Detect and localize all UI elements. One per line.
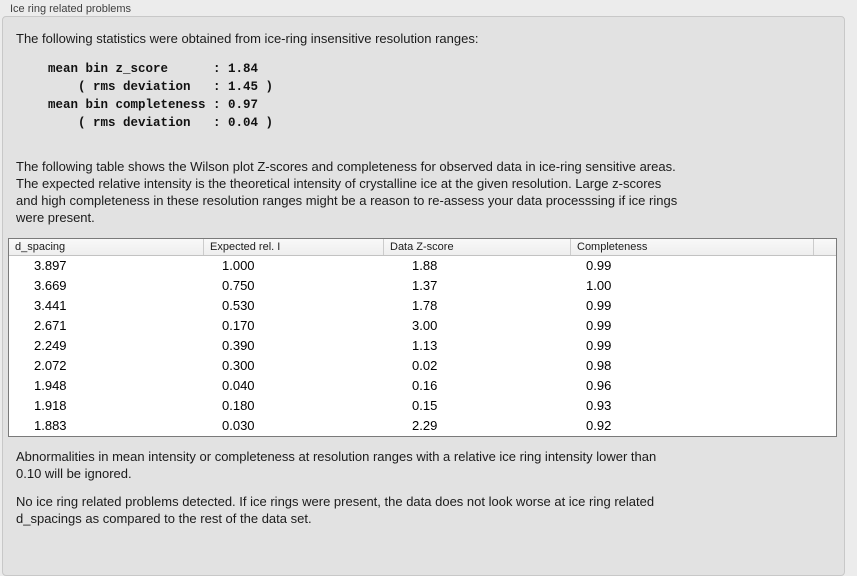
table-row[interactable]: 1.948 0.040 0.16 0.96 xyxy=(9,376,836,396)
table-cell: 0.300 xyxy=(222,358,255,373)
table-cell: 2.249 xyxy=(34,338,67,353)
column-header-expected-rel-i[interactable]: Expected rel. I xyxy=(204,239,384,255)
table-cell: 0.93 xyxy=(586,398,612,413)
table-row[interactable]: 1.883 0.030 2.29 0.92 xyxy=(9,416,836,436)
table-cell: 1.918 xyxy=(34,398,67,413)
table-cell: 0.99 xyxy=(586,318,612,333)
table-cell: 0.96 xyxy=(586,378,612,393)
table-cell: 3.897 xyxy=(34,258,67,273)
table-body: 3.897 1.000 1.88 0.99 3.669 0.750 1.37 1.00 3.44… xyxy=(9,256,836,436)
table-cell: 0.170 xyxy=(222,318,255,333)
table-cell: 1.13 xyxy=(412,338,438,353)
table-cell: 1.88 xyxy=(412,258,438,273)
statistics-block: mean bin z_score : 1.84 ( rms deviation … xyxy=(48,62,274,130)
table-cell-filler xyxy=(814,396,836,416)
table-cell: 0.16 xyxy=(412,378,438,393)
table-row[interactable]: 2.072 0.300 0.02 0.98 xyxy=(9,356,836,376)
table-cell: 2.29 xyxy=(412,418,438,433)
column-header-filler xyxy=(814,239,836,255)
table-cell: 0.99 xyxy=(586,338,612,353)
table-cell-filler xyxy=(814,336,836,356)
table-cell: 1.948 xyxy=(34,378,67,393)
table-header-row: d_spacing Expected rel. I Data Z-score C… xyxy=(9,239,836,256)
group-box-label: Ice ring related problems xyxy=(10,3,132,15)
table-cell-filler xyxy=(814,356,836,376)
table-cell: 0.530 xyxy=(222,298,255,313)
table-row[interactable]: 3.897 1.000 1.88 0.99 xyxy=(9,256,836,276)
table-description-text: The following table shows the Wilson plo… xyxy=(16,159,678,225)
table-cell: 0.040 xyxy=(222,378,255,393)
column-header-completeness[interactable]: Completeness xyxy=(571,239,814,255)
table-cell: 3.00 xyxy=(412,318,438,333)
table-cell: 3.669 xyxy=(34,278,67,293)
table-cell: 0.030 xyxy=(222,418,255,433)
table-cell: 1.00 xyxy=(586,278,612,293)
table-cell: 0.99 xyxy=(586,298,612,313)
table-row[interactable]: 2.671 0.170 3.00 0.99 xyxy=(9,316,836,336)
table-cell: 0.15 xyxy=(412,398,438,413)
conclusion-text: No ice ring related problems detected. I… xyxy=(16,494,655,526)
table-cell: 1.883 xyxy=(34,418,67,433)
ignore-threshold-note: Abnormalities in mean intensity or compl… xyxy=(16,449,657,481)
table-cell: 0.390 xyxy=(222,338,255,353)
table-cell-filler xyxy=(814,416,836,436)
table-cell: 2.671 xyxy=(34,318,67,333)
ice-ring-group-box: The following statistics were obtained f… xyxy=(2,16,845,576)
table-row[interactable]: 1.918 0.180 0.15 0.93 xyxy=(9,396,836,416)
table-row[interactable]: 3.669 0.750 1.37 1.00 xyxy=(9,276,836,296)
table-cell: 0.99 xyxy=(586,258,612,273)
table-row[interactable]: 2.249 0.390 1.13 0.99 xyxy=(9,336,836,356)
column-header-d-spacing[interactable]: d_spacing xyxy=(9,239,204,255)
table-cell-filler xyxy=(814,316,836,336)
table-row[interactable]: 3.441 0.530 1.78 0.99 xyxy=(9,296,836,316)
table-cell: 2.072 xyxy=(34,358,67,373)
table-cell: 3.441 xyxy=(34,298,67,313)
table-cell: 0.02 xyxy=(412,358,438,373)
intro-text: The following statistics were obtained f… xyxy=(16,31,479,46)
table-cell-filler xyxy=(814,296,836,316)
table-cell: 0.92 xyxy=(586,418,612,433)
column-header-data-z-score[interactable]: Data Z-score xyxy=(384,239,571,255)
table-cell: 0.98 xyxy=(586,358,612,373)
table-cell-filler xyxy=(814,276,836,296)
table-cell: 1.37 xyxy=(412,278,438,293)
table-cell: 0.180 xyxy=(222,398,255,413)
table-cell: 1.78 xyxy=(412,298,438,313)
table-cell: 0.750 xyxy=(222,278,255,293)
ice-ring-table: d_spacing Expected rel. I Data Z-score C… xyxy=(8,238,837,437)
table-cell-filler xyxy=(814,376,836,396)
table-cell: 1.000 xyxy=(222,258,255,273)
table-cell-filler xyxy=(814,256,836,276)
